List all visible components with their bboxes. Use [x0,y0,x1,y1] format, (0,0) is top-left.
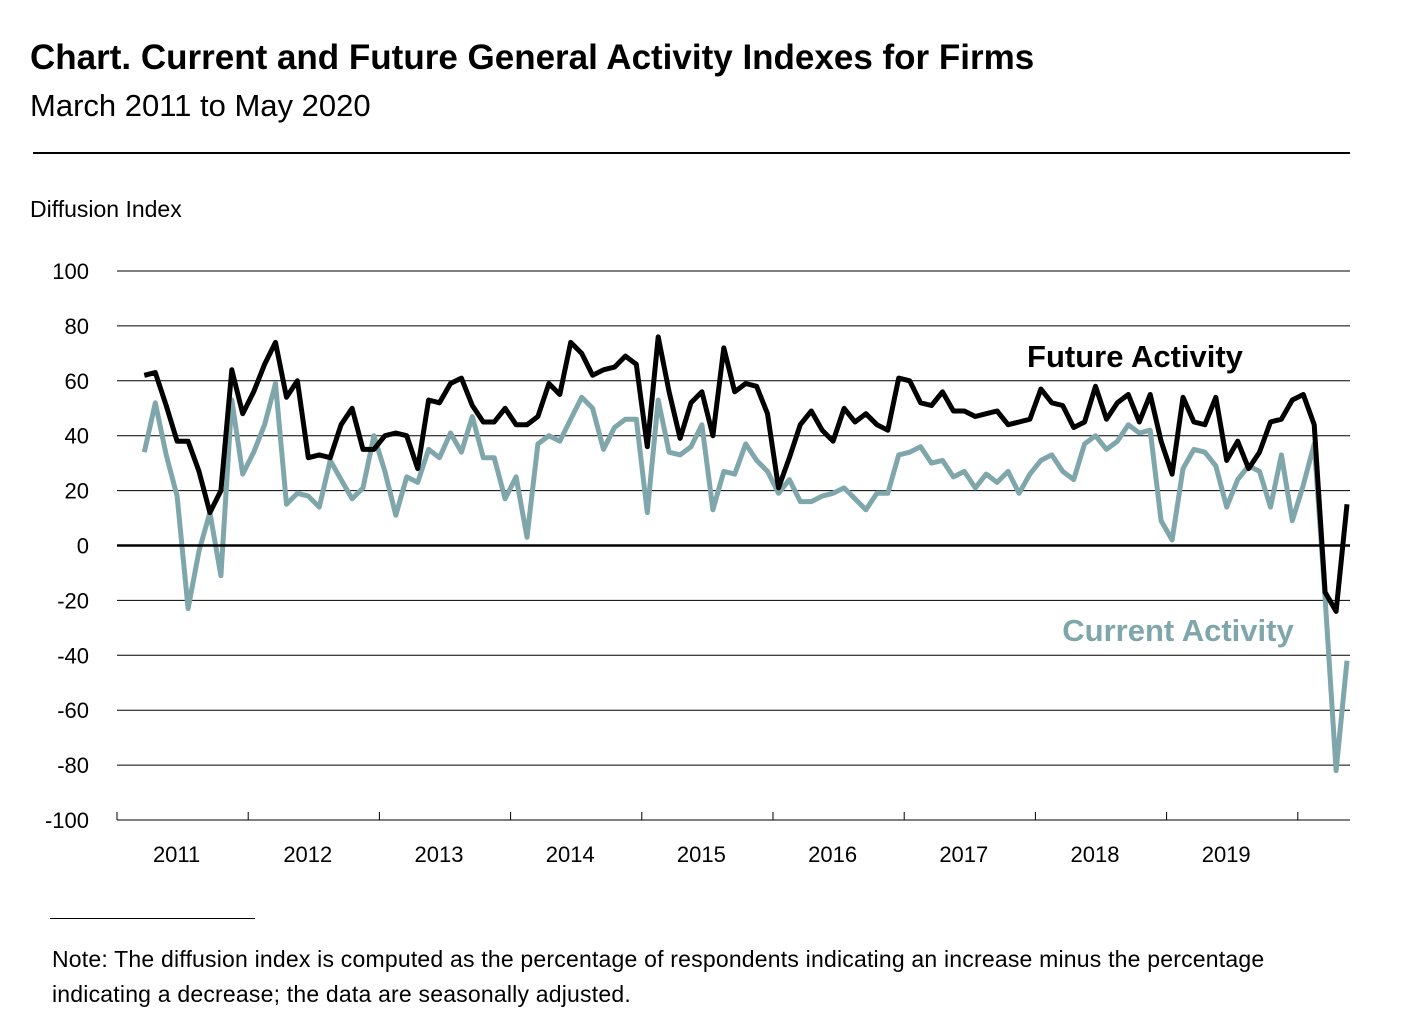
y-tick-label: 0 [77,534,89,559]
series-label-future-activity: Future Activity [1027,339,1244,374]
y-tick-label: 80 [65,314,89,339]
series-line-current-activity [141,381,1350,774]
chart-title: Chart. Current and Future General Activi… [30,38,1035,77]
chart-note: Note: The diffusion index is computed as… [52,946,1265,1007]
title-divider [33,152,1350,154]
x-tick-label: 2018 [1071,842,1120,867]
x-tick-label: 2017 [939,842,988,867]
y-tick-label: -40 [57,643,89,668]
y-tick-label: 60 [65,369,89,394]
y-tick-label: 20 [65,479,89,504]
x-tick-label: 2016 [808,842,857,867]
chart-subtitle: March 2011 to May 2020 [30,88,371,123]
x-tick-label: 2011 [153,842,200,867]
y-tick-label: -80 [57,753,89,778]
series-label-current-activity: Current Activity [1062,613,1294,648]
x-tick-label: 2013 [415,842,464,867]
series-line-future-activity [143,334,1350,614]
y-axis-label: Diffusion Index [30,196,182,222]
x-tick-label: 2012 [283,842,332,867]
y-tick-label: -100 [45,808,89,833]
x-tick-label: 2019 [1202,842,1251,867]
y-tick-label: -60 [57,698,89,723]
y-tick-label: 100 [52,259,89,284]
x-tick-label: 2015 [677,842,726,867]
x-tick-label: 2014 [546,842,595,867]
y-tick-label: 40 [65,424,89,449]
note-divider [50,918,255,919]
y-tick-label: -20 [57,588,89,613]
